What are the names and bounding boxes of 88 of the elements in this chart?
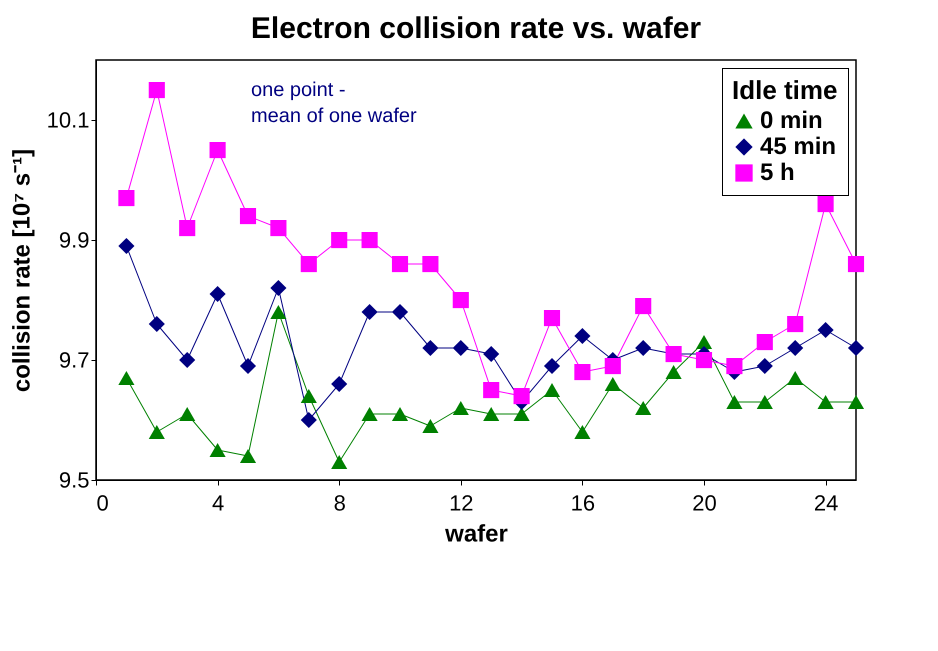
x-tick-label: 24 [814,490,838,516]
point [331,455,348,469]
y-tick-label: 9.9 [58,228,90,252]
point [544,383,560,397]
point [848,395,864,409]
point [210,286,226,302]
point [544,310,560,326]
point [696,335,712,349]
y-axis-title: collision rate [10⁷ s⁻¹] [8,148,36,392]
point [392,304,408,320]
point [392,256,408,272]
x-tick-label: 0 [96,490,109,516]
x-tick-label: 16 [570,490,596,516]
point [818,196,834,212]
point [452,401,469,415]
point [362,407,378,421]
point [300,389,317,403]
point [179,407,196,421]
point [179,220,196,236]
x-tick-label: 8 [334,490,346,516]
point [544,358,560,374]
point [148,316,165,332]
point [848,256,864,272]
point [422,256,438,272]
point [756,395,773,409]
point [818,322,834,338]
point [726,358,742,374]
point [148,425,165,439]
point [452,340,469,356]
point [240,449,256,463]
point [179,352,196,368]
legend-label: 5 h [760,159,795,186]
point [787,340,804,356]
x-axis-title: wafer [444,520,508,548]
point [118,371,134,385]
point [362,232,378,248]
point [331,376,348,392]
x-tick-label: 12 [449,490,474,516]
y-tick-label: 10.1 [46,108,90,132]
point [696,352,712,368]
y-tick-label: 9.5 [58,468,90,492]
point [604,377,621,391]
point [452,292,469,308]
point [148,82,165,98]
legend-label: 45 min [760,133,836,160]
point [422,419,438,433]
point [300,412,317,428]
point [270,305,286,319]
point [635,401,652,415]
point [514,388,530,404]
point [726,395,742,409]
point [787,371,804,385]
point [392,407,408,421]
point [118,238,134,254]
point [270,220,286,236]
point [666,365,682,379]
point [300,256,317,272]
point [514,407,530,421]
point [331,232,348,248]
point [422,340,438,356]
y-tick-label: 9.7 [58,348,90,372]
point [118,190,134,206]
point [270,280,286,296]
x-tick-label: 4 [212,490,224,516]
point [604,358,621,374]
chart-title: Electron collision rate vs. wafer [250,12,702,45]
point [635,298,652,314]
point [210,443,226,457]
x-tick-label: 20 [692,490,717,516]
point [240,358,256,374]
point [574,425,590,439]
point [574,328,590,344]
legend-label: 0 min [760,107,823,134]
point [818,395,834,409]
point [483,346,500,362]
point [483,407,500,421]
point [483,382,500,398]
point [756,334,773,350]
point [756,358,773,374]
point [787,316,804,332]
point [574,364,590,380]
point [635,340,652,356]
legend-title: Idle time [732,75,838,105]
point [848,340,864,356]
point [362,304,378,320]
point [210,142,226,158]
point [240,208,256,224]
annotation: one point - mean of one wafer [251,79,417,127]
